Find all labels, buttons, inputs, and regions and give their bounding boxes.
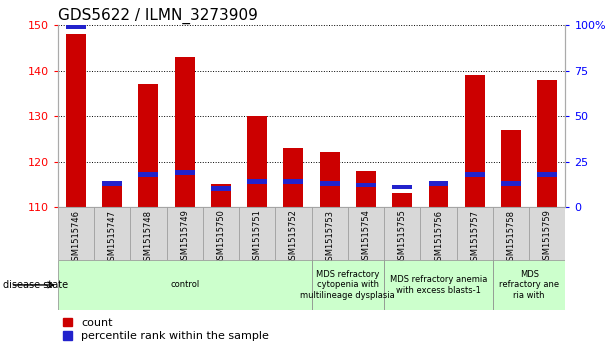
Text: disease state: disease state xyxy=(3,280,68,290)
FancyBboxPatch shape xyxy=(275,207,311,260)
FancyBboxPatch shape xyxy=(311,260,384,310)
Text: GSM1515747: GSM1515747 xyxy=(108,209,117,266)
FancyBboxPatch shape xyxy=(167,207,203,260)
Text: MDS refractory anemia
with excess blasts-1: MDS refractory anemia with excess blasts… xyxy=(390,275,487,295)
Bar xyxy=(537,172,558,176)
FancyBboxPatch shape xyxy=(493,207,529,260)
FancyBboxPatch shape xyxy=(529,207,565,260)
Bar xyxy=(247,179,267,184)
Text: GSM1515757: GSM1515757 xyxy=(470,209,479,266)
Legend: count, percentile rank within the sample: count, percentile rank within the sample xyxy=(63,318,269,341)
FancyBboxPatch shape xyxy=(239,207,275,260)
Bar xyxy=(102,184,122,207)
Bar xyxy=(66,34,86,207)
Bar xyxy=(356,183,376,187)
Bar xyxy=(174,57,195,207)
Text: GSM1515750: GSM1515750 xyxy=(216,209,226,265)
Bar xyxy=(247,116,267,207)
Text: GSM1515759: GSM1515759 xyxy=(543,209,552,265)
FancyBboxPatch shape xyxy=(420,207,457,260)
FancyBboxPatch shape xyxy=(457,207,493,260)
Bar xyxy=(283,148,303,207)
Bar xyxy=(429,181,449,185)
Text: GDS5622 / ILMN_3273909: GDS5622 / ILMN_3273909 xyxy=(58,8,258,24)
Text: GSM1515748: GSM1515748 xyxy=(144,209,153,266)
Bar xyxy=(174,170,195,175)
Bar xyxy=(320,152,340,207)
Text: MDS refractory
cytopenia with
multilineage dysplasia: MDS refractory cytopenia with multilinea… xyxy=(300,270,395,300)
Bar xyxy=(211,184,231,207)
FancyBboxPatch shape xyxy=(94,207,130,260)
Bar xyxy=(501,181,521,185)
Text: MDS
refractory ane
ria with: MDS refractory ane ria with xyxy=(499,270,559,300)
Text: GSM1515749: GSM1515749 xyxy=(180,209,189,265)
Text: GSM1515758: GSM1515758 xyxy=(506,209,516,266)
Bar xyxy=(211,187,231,191)
FancyBboxPatch shape xyxy=(493,260,565,310)
Bar xyxy=(429,184,449,207)
Text: GSM1515746: GSM1515746 xyxy=(71,209,80,266)
Text: control: control xyxy=(170,281,199,289)
Bar xyxy=(501,130,521,207)
FancyBboxPatch shape xyxy=(58,260,311,310)
FancyBboxPatch shape xyxy=(384,207,420,260)
Bar xyxy=(392,185,412,189)
Text: GSM1515755: GSM1515755 xyxy=(398,209,407,265)
Bar xyxy=(139,172,159,176)
Text: GSM1515754: GSM1515754 xyxy=(362,209,370,265)
Text: GSM1515751: GSM1515751 xyxy=(253,209,261,265)
Bar xyxy=(537,80,558,207)
Text: GSM1515752: GSM1515752 xyxy=(289,209,298,265)
Bar xyxy=(283,179,303,184)
Bar xyxy=(356,171,376,207)
Bar xyxy=(465,75,485,207)
FancyBboxPatch shape xyxy=(384,260,493,310)
Bar xyxy=(320,181,340,185)
FancyBboxPatch shape xyxy=(311,207,348,260)
FancyBboxPatch shape xyxy=(203,207,239,260)
FancyBboxPatch shape xyxy=(130,207,167,260)
Bar xyxy=(139,84,159,207)
Bar xyxy=(392,193,412,207)
FancyBboxPatch shape xyxy=(348,207,384,260)
Bar xyxy=(102,181,122,185)
Text: GSM1515753: GSM1515753 xyxy=(325,209,334,266)
Bar xyxy=(66,25,86,29)
Bar xyxy=(465,172,485,176)
FancyBboxPatch shape xyxy=(58,207,94,260)
Text: GSM1515756: GSM1515756 xyxy=(434,209,443,266)
